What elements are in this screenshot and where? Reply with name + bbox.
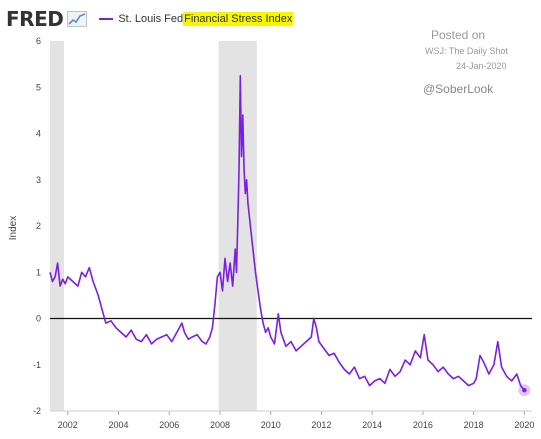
y-tick-label: 6 <box>36 36 41 46</box>
source-label: WSJ: The Daily Shot <box>425 46 508 56</box>
x-tick-label: 2014 <box>362 420 382 430</box>
x-tick-label: 2018 <box>464 420 484 430</box>
x-tick-label: 2010 <box>261 420 281 430</box>
x-tick-label: 2020 <box>514 420 534 430</box>
author-handle: @SoberLook <box>423 82 494 96</box>
posted-on-label: Posted on <box>431 28 486 42</box>
fred-logo[interactable]: FRED <box>6 7 64 31</box>
x-tick-label: 2008 <box>210 420 230 430</box>
x-tick-label: 2002 <box>58 420 78 430</box>
chart-header: FRED St. Louis Fed Financial Stress Inde… <box>6 6 294 32</box>
y-tick-label: 3 <box>36 175 41 185</box>
y-axis-label: Index <box>8 216 19 240</box>
posted-date: 24-Jan-2020 <box>456 61 507 71</box>
y-tick-label: -1 <box>33 360 41 370</box>
y-tick-label: 0 <box>36 314 41 324</box>
y-tick-label: 2 <box>36 221 41 231</box>
line-chart-icon <box>67 11 88 27</box>
y-tick-label: 4 <box>36 129 41 139</box>
legend-swatch <box>99 18 114 20</box>
legend: St. Louis Fed Financial Stress Index <box>99 12 294 26</box>
x-axis-ticks: 2002 2004 2006 2008 2010 2012 2014 2016 2018 2020 <box>58 411 534 430</box>
legend-prefix: St. Louis Fed <box>118 13 184 25</box>
x-tick-label: 2016 <box>413 420 433 430</box>
last-data-point[interactable] <box>522 387 527 393</box>
x-tick-label: 2004 <box>108 420 128 430</box>
stress-index-line[interactable] <box>49 74 526 391</box>
x-tick-label: 2006 <box>159 420 179 430</box>
legend-highlighted-label: Financial Stress Index <box>183 12 294 26</box>
y-tick-label: 1 <box>36 267 41 277</box>
recession-band <box>50 41 64 411</box>
y-tick-label: -2 <box>33 406 41 416</box>
x-tick-label: 2012 <box>311 420 331 430</box>
recession-shading <box>50 41 257 411</box>
y-axis-ticks: -2 -1 0 1 2 3 4 5 6 <box>33 36 41 416</box>
y-tick-label: 5 <box>36 82 41 92</box>
